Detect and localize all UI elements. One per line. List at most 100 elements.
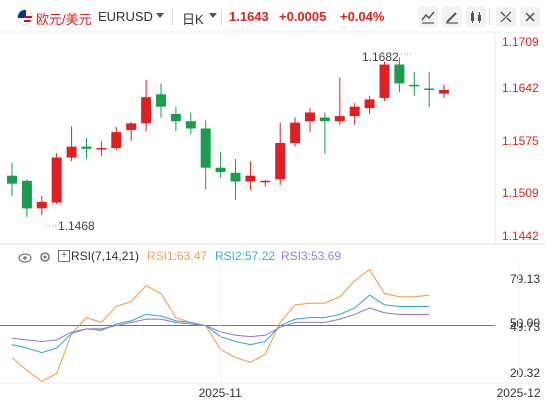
- pair-code[interactable]: EURUSD: [98, 9, 153, 24]
- candle[interactable]: [245, 161, 256, 191]
- candle[interactable]: [36, 196, 47, 215]
- y-tick-label: 1.1709: [502, 35, 539, 49]
- candle-body: [185, 121, 196, 129]
- price-change-pct: +0.04%: [340, 9, 385, 24]
- candle-body: [36, 201, 47, 209]
- candle-body: [96, 148, 107, 150]
- divider: [221, 8, 222, 26]
- candle[interactable]: [185, 112, 196, 135]
- rsi-title: RSI(7,14,21): [71, 249, 140, 263]
- candle[interactable]: [66, 126, 77, 162]
- candle[interactable]: [319, 112, 330, 154]
- candle[interactable]: [141, 79, 152, 132]
- candle[interactable]: [21, 179, 32, 218]
- candle[interactable]: [349, 103, 360, 125]
- x-tick-label: 2025-12: [497, 386, 541, 400]
- price-change: +0.0005: [279, 9, 327, 24]
- candle[interactable]: [126, 121, 137, 141]
- candle-body: [200, 128, 211, 168]
- y-tick-label: 1.1642: [502, 81, 539, 95]
- candle-body: [66, 146, 77, 158]
- candle-body: [81, 146, 92, 149]
- candle[interactable]: [230, 158, 241, 200]
- period-select[interactable]: 日K: [182, 12, 204, 27]
- candle[interactable]: [81, 137, 92, 159]
- indicator-icon: [471, 11, 481, 23]
- x-tick-label: 2025-11: [199, 386, 242, 400]
- candle[interactable]: [439, 84, 450, 98]
- candle[interactable]: [170, 106, 181, 132]
- pair-name[interactable]: 欧元/美元: [36, 12, 92, 27]
- rsi1-value: RSI1:63.47: [147, 249, 208, 263]
- candle-body: [290, 122, 301, 143]
- candle-body: [275, 142, 286, 180]
- candle-body: [126, 123, 137, 130]
- candle-body: [334, 116, 345, 122]
- candle[interactable]: [260, 180, 271, 187]
- y-tick-label: 1.1575: [502, 134, 539, 148]
- candle-body: [215, 167, 226, 173]
- close-icon: [525, 12, 535, 22]
- y-tick-label: 1.1442: [502, 229, 539, 243]
- candle-body: [111, 132, 122, 149]
- top-toolbar: 欧元/美元 EURUSD 日K 1.1643 +0.0005 +0.04%: [0, 0, 545, 36]
- chevron-down-icon[interactable]: [156, 13, 164, 18]
- rsi3-value: RSI3:53.69: [281, 249, 342, 263]
- candle-body: [51, 157, 62, 203]
- candle-body: [364, 99, 375, 109]
- candle[interactable]: [364, 95, 375, 114]
- rsi2-value: RSI2:57.22: [215, 249, 276, 263]
- candle[interactable]: [305, 108, 315, 133]
- candle-body: [156, 94, 166, 107]
- chevron-down-icon[interactable]: [209, 13, 217, 18]
- divider: [489, 8, 490, 26]
- candle-body: [379, 64, 390, 98]
- candle-body: [245, 175, 256, 182]
- chart-style-icon: [421, 11, 435, 24]
- candle-body: [260, 180, 271, 183]
- rsi-y-tick-label: 50.00: [510, 316, 540, 330]
- candle-body: [170, 113, 181, 122]
- candle[interactable]: [424, 71, 435, 107]
- rsi-y-tick-label: 20.32: [510, 366, 540, 380]
- candlestick-chart[interactable]: 1.1709 1.1642 1.1575 1.1509 1.1442 1.1682 1.1…: [0, 0, 545, 245]
- candle[interactable]: [111, 127, 122, 151]
- candle[interactable]: [409, 71, 420, 96]
- high-label: 1.1682: [362, 50, 399, 64]
- candle-body: [349, 106, 360, 117]
- draw-icon: [446, 12, 458, 24]
- candle[interactable]: [7, 162, 17, 197]
- candle[interactable]: [200, 120, 211, 190]
- candle[interactable]: [379, 61, 390, 101]
- divider: [172, 8, 173, 26]
- candle[interactable]: [275, 122, 286, 186]
- gear-icon[interactable]: [38, 250, 52, 264]
- draw-button[interactable]: [442, 7, 462, 27]
- eye-icon[interactable]: [17, 252, 33, 264]
- candle[interactable]: [215, 151, 226, 178]
- indicator-button[interactable]: [466, 7, 486, 27]
- candle[interactable]: [51, 153, 62, 205]
- candle-body: [439, 89, 450, 94]
- candle[interactable]: [96, 140, 107, 157]
- candle[interactable]: [156, 83, 166, 118]
- candle[interactable]: [394, 57, 405, 93]
- y-tick-label: 1.1509: [502, 186, 539, 200]
- candle-body: [141, 97, 152, 124]
- rsi-y-tick-label: 49.73: [510, 320, 540, 334]
- candle[interactable]: [290, 117, 301, 147]
- add-indicator-icon[interactable]: +: [58, 250, 70, 262]
- candle-body: [424, 88, 435, 91]
- candle-body: [305, 112, 315, 122]
- candle-body: [7, 175, 17, 184]
- candle-body: [319, 117, 330, 122]
- collapse-icon: [500, 11, 512, 23]
- candle-body: [409, 84, 420, 87]
- collapse-button[interactable]: [496, 7, 516, 27]
- close-button[interactable]: [520, 7, 540, 27]
- eu-us-flag-icon: [17, 9, 33, 25]
- candle[interactable]: [334, 77, 345, 125]
- chart-style-button[interactable]: [418, 7, 438, 27]
